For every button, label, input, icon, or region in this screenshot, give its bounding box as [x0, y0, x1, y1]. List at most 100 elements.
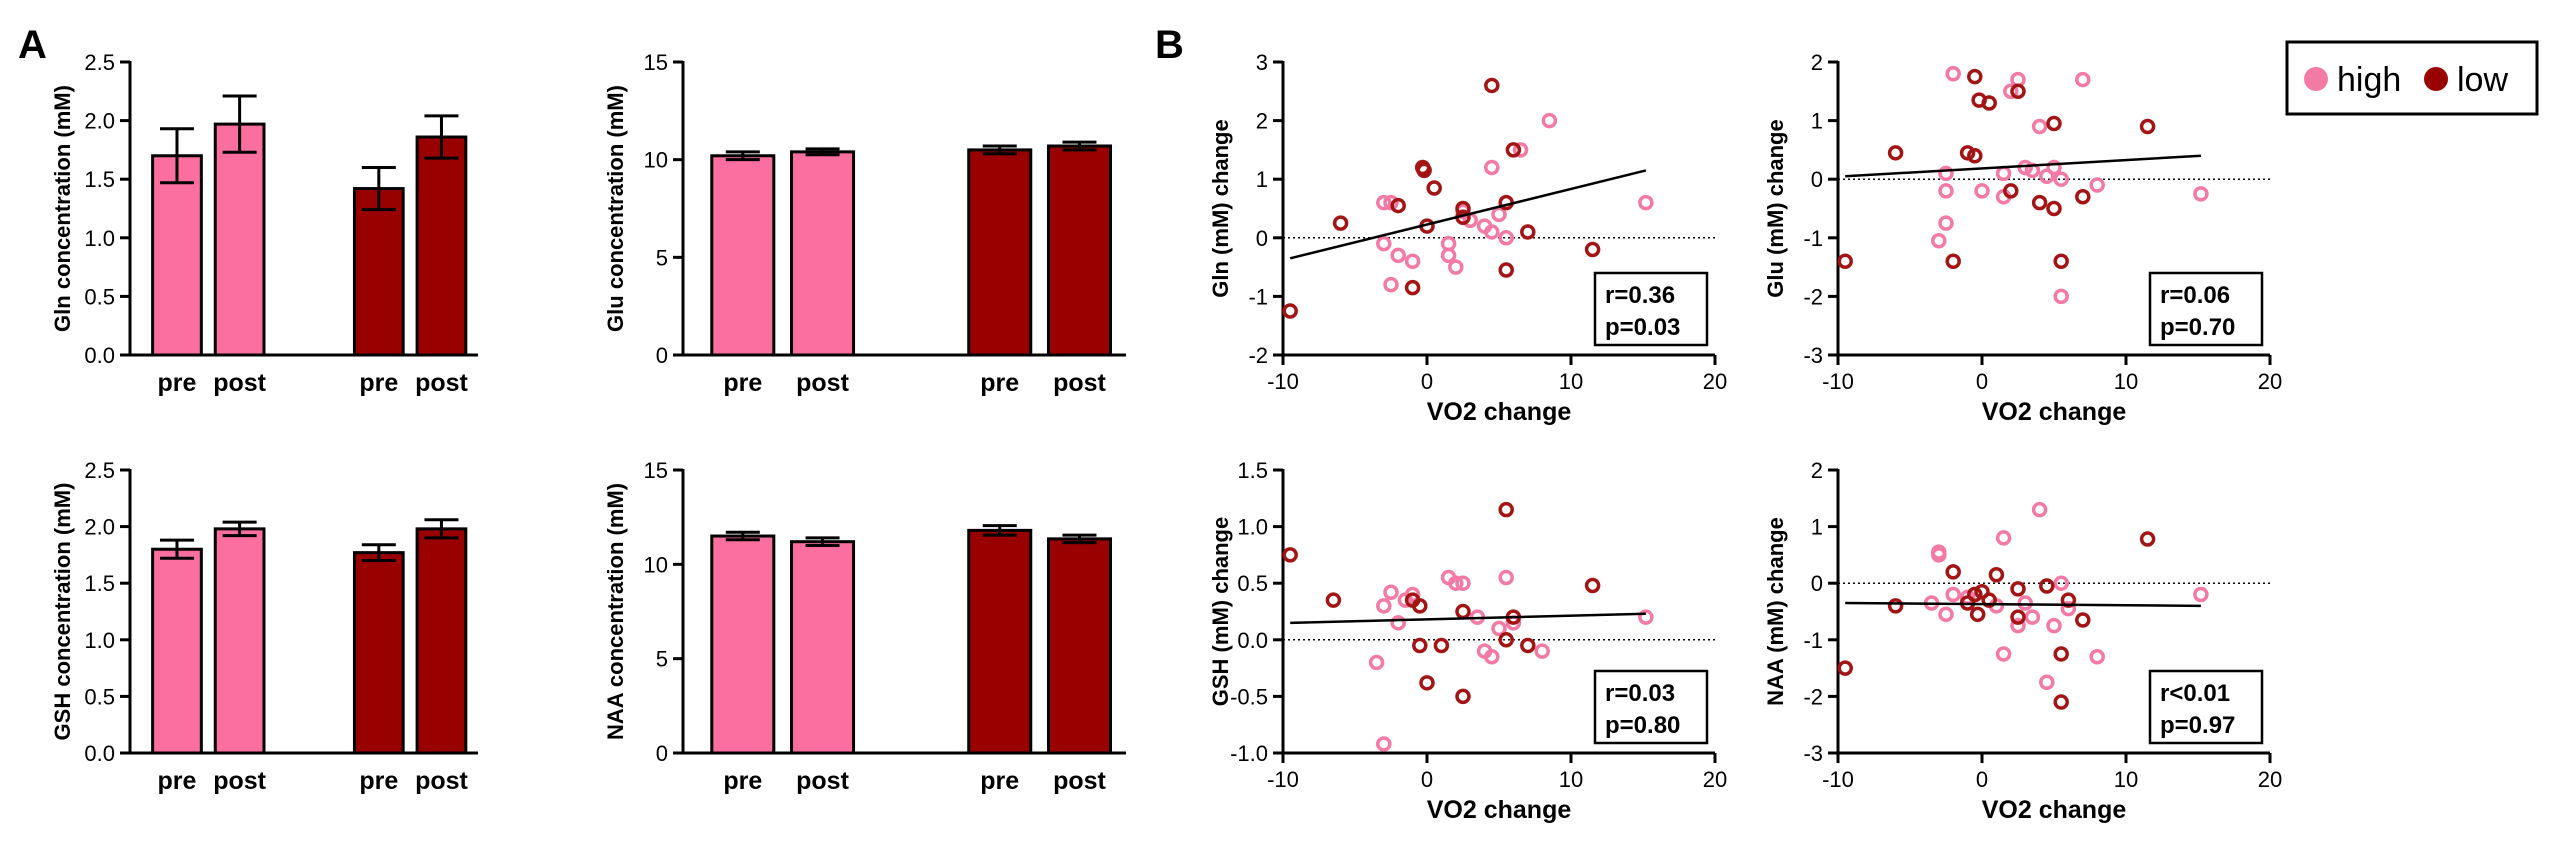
point-high — [1376, 235, 1392, 252]
y-axis-label: GSH (mM) change — [1208, 517, 1233, 706]
y-tick-label: 3 — [1256, 50, 1268, 75]
point-high — [2075, 71, 2091, 88]
y-tick-label: -3 — [1803, 741, 1823, 766]
point-high — [1498, 230, 1514, 246]
stats-box — [2148, 669, 2264, 745]
stat-r: r=0.03 — [1605, 680, 1675, 707]
x-tick-label: -10 — [1267, 767, 1299, 792]
x-axis-label: VO2 change — [1982, 796, 2127, 824]
point-low — [2010, 581, 2026, 597]
point-high — [1498, 569, 1514, 586]
y-axis-label: GSH concentration (mM) — [50, 483, 75, 741]
stats-box — [2148, 271, 2264, 347]
y-tick-label: 0.0 — [84, 741, 115, 766]
point-high — [1376, 194, 1392, 211]
bar-low-post — [1046, 537, 1112, 755]
point-high — [1938, 606, 1954, 623]
y-tick-label: -1.0 — [1230, 741, 1268, 766]
fit-line — [1845, 601, 2201, 608]
point-high — [1383, 194, 1399, 211]
category-label: post — [796, 767, 849, 795]
category-label: pre — [980, 767, 1019, 795]
point-low — [1412, 598, 1428, 614]
point-low — [1837, 253, 1853, 269]
stat-r: r=0.06 — [2160, 282, 2230, 309]
bar-low-pre — [967, 148, 1033, 357]
point-low — [2139, 531, 2156, 547]
bar-high-post — [213, 122, 266, 357]
legend-label-low: low — [2457, 61, 2508, 99]
point-high — [2039, 674, 2055, 690]
point-low — [1433, 637, 1450, 654]
point-high — [2193, 186, 2209, 202]
x-tick-label: -10 — [1267, 369, 1299, 394]
point-low — [1498, 501, 1514, 518]
point-low — [1945, 564, 1961, 580]
bar-low-post — [1046, 144, 1112, 357]
point-high — [1404, 586, 1421, 603]
point-high — [2060, 600, 2077, 617]
fit-line — [1289, 169, 1647, 260]
point-low — [1967, 148, 1983, 164]
point-low — [1981, 95, 1997, 111]
y-tick-label: 2 — [1256, 109, 1268, 134]
category-label: post — [213, 767, 266, 795]
point-high — [2053, 288, 2069, 305]
category-label: post — [213, 369, 266, 397]
stats-box — [1593, 669, 1709, 745]
point-low — [1887, 145, 1904, 161]
point-low — [2053, 694, 2069, 710]
bar-low-pre — [352, 187, 405, 357]
point-high — [1484, 159, 1500, 176]
y-tick-label: 1 — [1256, 167, 1268, 192]
point-high — [1931, 547, 1947, 563]
y-tick-label: 0.0 — [84, 343, 115, 368]
x-tick-label: 20 — [1703, 767, 1727, 792]
point-low — [2046, 115, 2062, 132]
point-high — [1938, 165, 1954, 182]
point-low — [1282, 547, 1298, 563]
point-high — [1383, 276, 1399, 293]
y-tick-label: 0 — [1811, 571, 1823, 596]
point-high — [1974, 183, 1990, 199]
point-high — [1995, 165, 2012, 182]
point-low — [1416, 162, 1432, 179]
category-label: post — [1053, 369, 1106, 397]
legend: high low — [2285, 40, 2539, 116]
y-tick-label: 0.5 — [84, 284, 115, 309]
x-axis-label: VO2 change — [1427, 796, 1572, 824]
y-tick-label: 2 — [1811, 458, 1823, 483]
stat-p: p=0.97 — [2160, 712, 2235, 739]
x-tick-label: 0 — [1976, 369, 1988, 394]
point-low — [2053, 646, 2069, 662]
point-low — [1505, 142, 1522, 158]
naa-bar-chart: pre post pre post 0 5 10 15 NAA concentration (m… — [603, 458, 1126, 795]
point-high — [1995, 530, 2012, 546]
y-tick-label: 0.5 — [1237, 571, 1268, 596]
point-low — [1419, 675, 1435, 691]
y-tick-label: -2 — [1248, 343, 1268, 368]
y-tick-label: 5 — [656, 647, 668, 672]
y-tick-label: 1.5 — [84, 167, 115, 192]
point-high — [2089, 649, 2105, 665]
point-high — [2010, 617, 2026, 634]
category-label: pre — [158, 369, 197, 397]
y-tick-label: 0 — [1256, 226, 1268, 251]
bar-low-pre — [967, 528, 1033, 755]
point-low — [1959, 145, 1976, 161]
point-low — [2010, 609, 2026, 625]
bar-high-pre — [710, 534, 776, 755]
bar-high-pre — [151, 154, 203, 357]
y-tick-label: 1.0 — [84, 226, 115, 251]
point-low — [1282, 303, 1298, 319]
point-high — [1938, 215, 1954, 231]
point-high — [1945, 586, 1961, 603]
category-label: post — [1053, 767, 1106, 795]
point-low — [1390, 197, 1406, 214]
point-low — [2075, 612, 2091, 628]
point-high — [2053, 575, 2069, 591]
